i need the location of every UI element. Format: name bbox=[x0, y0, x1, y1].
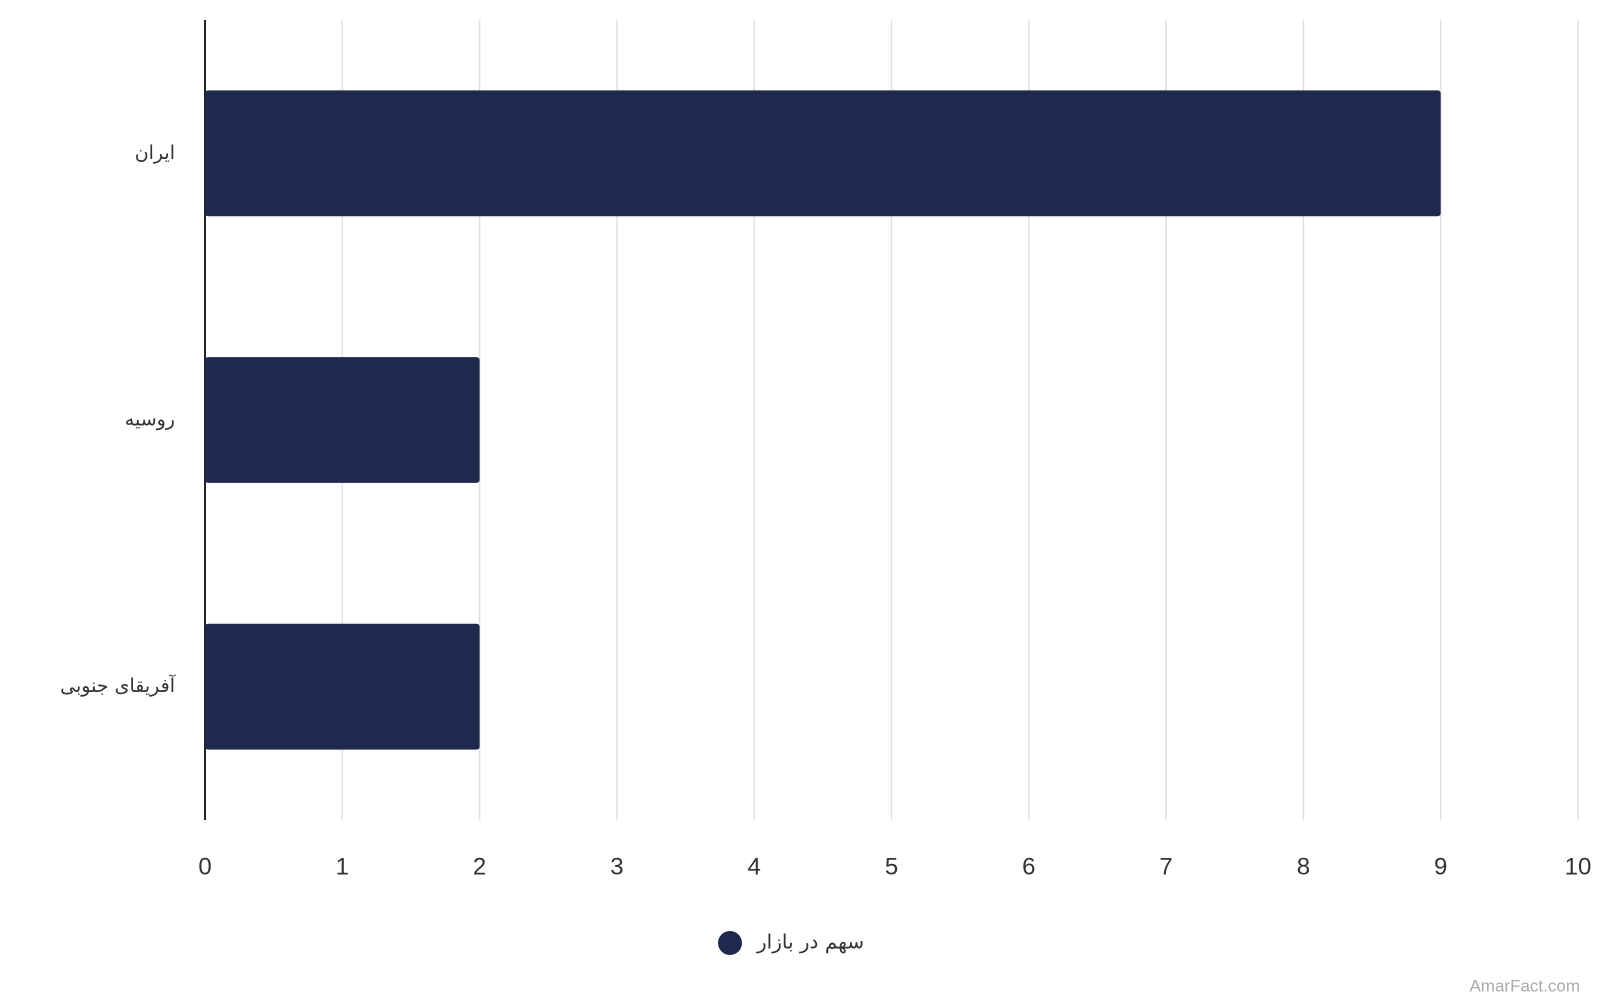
watermark: AmarFact.com bbox=[1469, 976, 1580, 995]
x-tick-label: 1 bbox=[336, 853, 349, 880]
x-tick-label: 7 bbox=[1159, 853, 1172, 880]
bar bbox=[205, 624, 480, 750]
x-tick-label: 0 bbox=[198, 853, 211, 880]
bar bbox=[205, 90, 1441, 216]
x-tick-label: 4 bbox=[748, 853, 761, 880]
x-tick-label: 6 bbox=[1022, 853, 1035, 880]
y-tick-label: ایران bbox=[135, 142, 175, 164]
x-tick-label: 8 bbox=[1297, 853, 1310, 880]
legend-marker bbox=[718, 931, 742, 955]
x-tick-label: 3 bbox=[610, 853, 623, 880]
y-tick-label: روسیه bbox=[125, 409, 175, 431]
x-tick-label: 2 bbox=[473, 853, 486, 880]
x-tick-label: 5 bbox=[885, 853, 898, 880]
bar bbox=[205, 357, 480, 483]
x-tick-label: 9 bbox=[1434, 853, 1447, 880]
x-tick-label: 10 bbox=[1565, 853, 1592, 880]
legend-label: سهم در بازار bbox=[756, 930, 864, 954]
y-tick-label: آفریقای جنوبی bbox=[60, 673, 176, 697]
